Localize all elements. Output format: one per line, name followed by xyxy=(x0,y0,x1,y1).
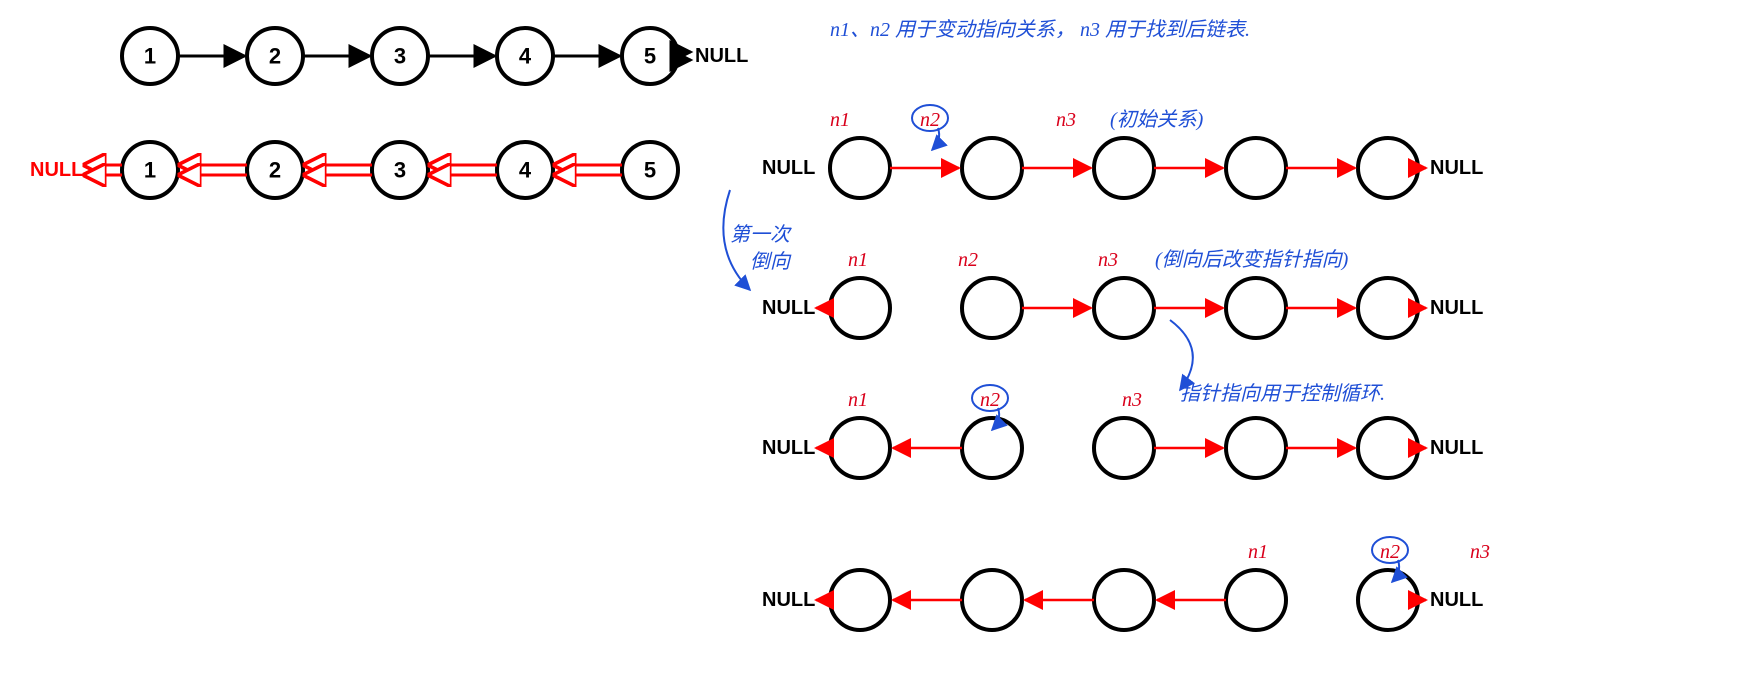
svg-text:5: 5 xyxy=(644,44,656,69)
svg-text:NULL: NULL xyxy=(1430,157,1483,179)
svg-text:n2: n2 xyxy=(1380,541,1400,563)
svg-text:2: 2 xyxy=(269,158,281,183)
svg-text:1: 1 xyxy=(144,158,156,183)
linked-list-diagram: 1 2 3 4 5 NULL 1 2 3 4 5 NULL n1、n2 用于变动指向关系， n3 用于找… xyxy=(0,0,1757,692)
svg-text:n3: n3 xyxy=(1470,541,1490,563)
svg-text:n3: n3 xyxy=(1098,249,1118,271)
svg-text:2: 2 xyxy=(269,44,281,69)
svg-text:NULL: NULL xyxy=(762,589,815,611)
svg-text:n3: n3 xyxy=(1122,389,1142,411)
svg-text:n1: n1 xyxy=(1248,541,1268,563)
svg-text:NULL: NULL xyxy=(1430,437,1483,459)
svg-text:n1: n1 xyxy=(830,109,850,131)
svg-text:n2: n2 xyxy=(980,389,1000,411)
svg-text:n2: n2 xyxy=(920,109,940,131)
svg-text:3: 3 xyxy=(394,44,406,69)
svg-text:NULL: NULL xyxy=(1430,297,1483,319)
svg-text:n3: n3 xyxy=(1056,109,1076,131)
svg-text:3: 3 xyxy=(394,158,406,183)
svg-text:NULL: NULL xyxy=(762,297,815,319)
svg-text:倒向: 倒向 xyxy=(750,251,792,273)
svg-text:4: 4 xyxy=(519,44,532,69)
svg-text:n2: n2 xyxy=(958,249,978,271)
svg-text:NULL: NULL xyxy=(695,45,748,67)
svg-text:5: 5 xyxy=(644,158,656,183)
svg-text:(初始关系): (初始关系) xyxy=(1110,109,1204,131)
svg-text:指针指向用于控制循环.: 指针指向用于控制循环. xyxy=(1180,383,1385,405)
svg-text:(倒向后改变指针指向): (倒向后改变指针指向) xyxy=(1155,249,1349,271)
svg-text:n1: n1 xyxy=(848,389,868,411)
svg-text:NULL: NULL xyxy=(762,437,815,459)
svg-text:4: 4 xyxy=(519,158,532,183)
svg-text:NULL: NULL xyxy=(30,159,83,181)
svg-text:NULL: NULL xyxy=(762,157,815,179)
svg-text:n1、n2 用于变动指向关系， n3 用于找到后链表.: n1、n2 用于变动指向关系， n3 用于找到后链表. xyxy=(830,19,1250,41)
svg-text:NULL: NULL xyxy=(1430,589,1483,611)
svg-text:1: 1 xyxy=(144,44,156,69)
svg-text:n1: n1 xyxy=(848,249,868,271)
svg-text:第一次: 第一次 xyxy=(730,224,792,246)
